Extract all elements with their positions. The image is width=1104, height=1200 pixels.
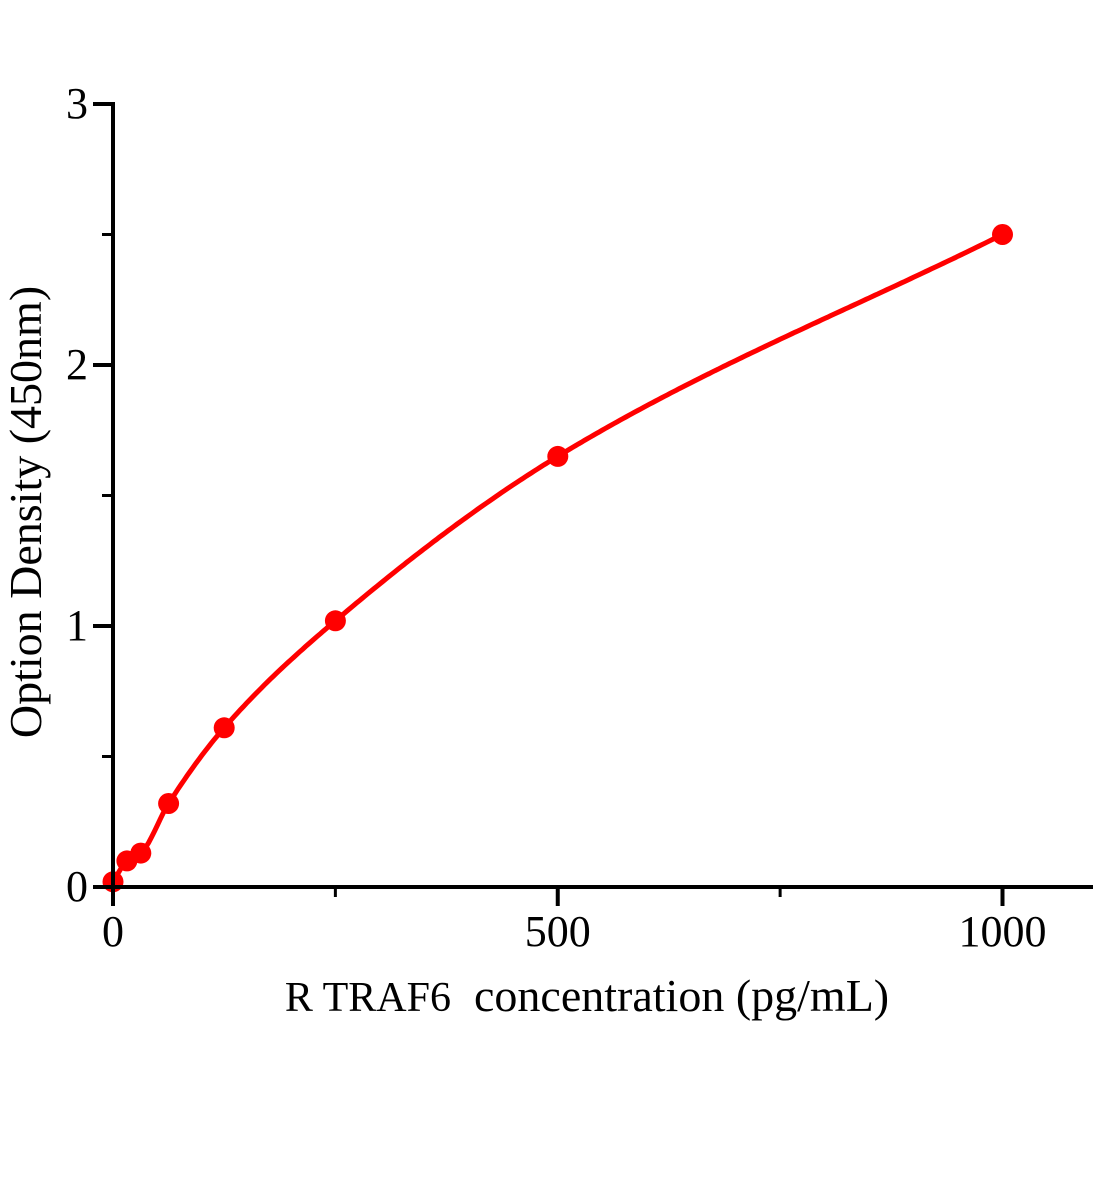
y-tick-label-2: 2 <box>66 340 88 389</box>
x-axis-title-prefix: R TRAF6 <box>284 975 451 1021</box>
y-tick-label-3: 3 <box>66 79 88 128</box>
x-tick-label-0: 0 <box>102 907 124 956</box>
x-axis-title: R TRAF6 concentration (pg/mL) <box>87 966 1087 1026</box>
data-point-marker <box>547 445 569 467</box>
y-tick-label-0: 0 <box>66 862 88 911</box>
standard-curve-line <box>110 232 1005 885</box>
data-point-marker <box>992 224 1013 245</box>
data-point-marker <box>158 793 180 814</box>
y-tick-label-1: 1 <box>66 601 88 650</box>
x-axis-title-rest: concentration (pg/mL) <box>451 970 890 1021</box>
x-tick-label-1000: 1000 <box>958 907 1047 956</box>
data-point-marker <box>130 842 152 864</box>
data-point-marker <box>324 610 346 632</box>
data-point-marker <box>213 717 235 739</box>
x-tick-label-500: 500 <box>524 907 591 956</box>
y-axis-title: Option Density (450nm) <box>0 285 51 739</box>
